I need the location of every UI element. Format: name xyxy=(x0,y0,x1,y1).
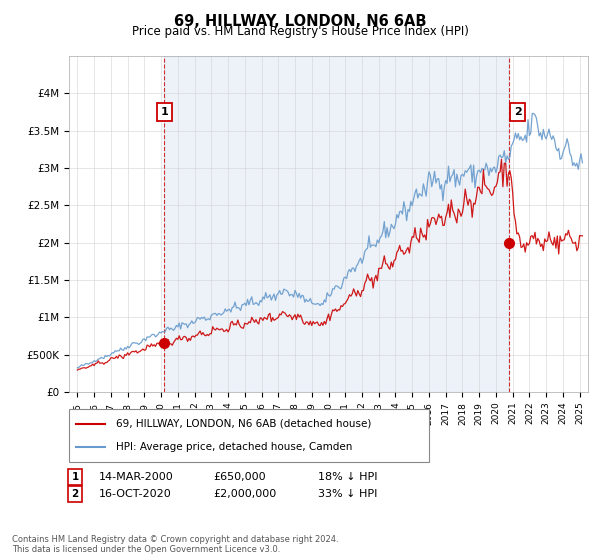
Text: 69, HILLWAY, LONDON, N6 6AB (detached house): 69, HILLWAY, LONDON, N6 6AB (detached ho… xyxy=(116,419,371,429)
Text: £2,000,000: £2,000,000 xyxy=(213,489,276,499)
Text: £650,000: £650,000 xyxy=(213,472,266,482)
Text: 2: 2 xyxy=(514,107,521,117)
Text: 14-MAR-2000: 14-MAR-2000 xyxy=(99,472,174,482)
Text: 2: 2 xyxy=(71,489,79,499)
Text: 1: 1 xyxy=(161,107,169,117)
Text: Contains HM Land Registry data © Crown copyright and database right 2024.
This d: Contains HM Land Registry data © Crown c… xyxy=(12,535,338,554)
Text: 16-OCT-2020: 16-OCT-2020 xyxy=(99,489,172,499)
Text: 69, HILLWAY, LONDON, N6 6AB: 69, HILLWAY, LONDON, N6 6AB xyxy=(174,14,426,29)
Bar xyxy=(164,56,509,392)
Text: HPI: Average price, detached house, Camden: HPI: Average price, detached house, Camd… xyxy=(116,442,352,452)
FancyBboxPatch shape xyxy=(69,409,429,462)
Text: Price paid vs. HM Land Registry's House Price Index (HPI): Price paid vs. HM Land Registry's House … xyxy=(131,25,469,38)
Text: 1: 1 xyxy=(71,472,79,482)
Text: 18% ↓ HPI: 18% ↓ HPI xyxy=(318,472,377,482)
Text: 33% ↓ HPI: 33% ↓ HPI xyxy=(318,489,377,499)
